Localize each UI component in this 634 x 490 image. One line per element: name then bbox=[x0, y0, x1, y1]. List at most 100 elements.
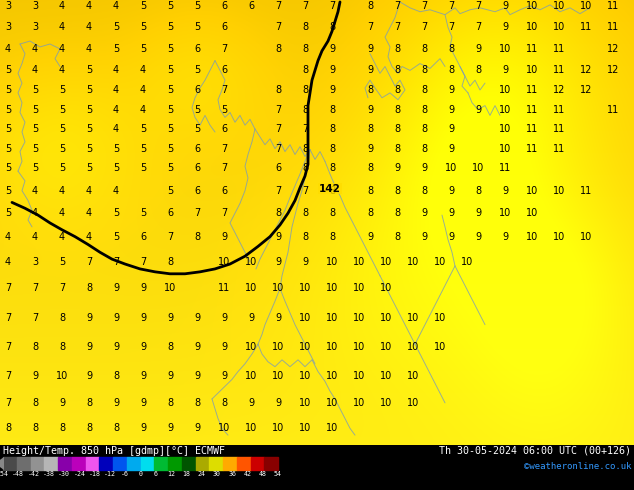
Text: 9: 9 bbox=[221, 371, 227, 382]
Text: 8: 8 bbox=[302, 85, 308, 95]
Text: 7: 7 bbox=[367, 23, 373, 32]
Text: 8: 8 bbox=[86, 423, 92, 433]
Text: 7: 7 bbox=[329, 1, 335, 11]
Text: 11: 11 bbox=[218, 283, 230, 294]
Text: 5: 5 bbox=[167, 23, 173, 32]
Text: 5: 5 bbox=[5, 144, 11, 154]
Text: 11: 11 bbox=[607, 1, 619, 11]
Text: 10: 10 bbox=[445, 163, 457, 173]
Text: 8: 8 bbox=[394, 104, 400, 115]
Text: 9: 9 bbox=[113, 342, 119, 352]
Text: 9: 9 bbox=[140, 342, 146, 352]
Text: 5: 5 bbox=[32, 104, 38, 115]
Bar bbox=[127, 457, 141, 470]
Text: 6: 6 bbox=[154, 471, 158, 477]
Text: 6: 6 bbox=[221, 124, 227, 134]
Text: 6: 6 bbox=[194, 44, 200, 54]
Text: 9: 9 bbox=[367, 144, 373, 154]
Bar bbox=[250, 457, 264, 470]
Text: 5: 5 bbox=[86, 144, 92, 154]
Text: 10: 10 bbox=[218, 257, 230, 267]
Text: 54: 54 bbox=[274, 471, 282, 477]
Text: 7: 7 bbox=[221, 44, 227, 54]
Bar bbox=[209, 457, 223, 470]
Text: 8: 8 bbox=[329, 144, 335, 154]
Text: 5: 5 bbox=[194, 104, 200, 115]
Text: 5: 5 bbox=[194, 1, 200, 11]
Text: 8: 8 bbox=[329, 124, 335, 134]
Text: 9: 9 bbox=[140, 398, 146, 408]
Text: -12: -12 bbox=[104, 471, 116, 477]
Text: 9: 9 bbox=[248, 313, 254, 323]
Text: 5: 5 bbox=[167, 1, 173, 11]
Text: 9: 9 bbox=[329, 85, 335, 95]
Text: 4: 4 bbox=[59, 208, 65, 218]
Text: 7: 7 bbox=[59, 283, 65, 294]
Text: 5: 5 bbox=[194, 23, 200, 32]
Text: 6: 6 bbox=[221, 65, 227, 75]
Text: 10: 10 bbox=[245, 257, 257, 267]
Text: 9: 9 bbox=[367, 232, 373, 242]
Text: 5: 5 bbox=[167, 144, 173, 154]
Text: 10: 10 bbox=[499, 85, 511, 95]
Text: 8: 8 bbox=[394, 232, 400, 242]
Text: 9: 9 bbox=[113, 398, 119, 408]
Text: 9: 9 bbox=[194, 342, 200, 352]
Text: 5: 5 bbox=[167, 186, 173, 196]
Text: 10: 10 bbox=[499, 124, 511, 134]
Bar bbox=[141, 457, 154, 470]
Text: 10: 10 bbox=[407, 342, 419, 352]
Text: 8: 8 bbox=[394, 144, 400, 154]
Text: 5: 5 bbox=[140, 124, 146, 134]
Text: 5: 5 bbox=[86, 124, 92, 134]
Text: 8: 8 bbox=[448, 65, 454, 75]
Text: 8: 8 bbox=[113, 371, 119, 382]
Text: 5: 5 bbox=[59, 144, 65, 154]
Text: 9: 9 bbox=[194, 313, 200, 323]
Text: 8: 8 bbox=[367, 186, 373, 196]
Text: 9: 9 bbox=[448, 104, 454, 115]
Text: 7: 7 bbox=[421, 23, 427, 32]
Text: 9: 9 bbox=[221, 313, 227, 323]
Text: 18: 18 bbox=[183, 471, 190, 477]
Text: 9: 9 bbox=[221, 342, 227, 352]
Text: -54: -54 bbox=[0, 471, 9, 477]
Text: 9: 9 bbox=[502, 232, 508, 242]
Text: 11: 11 bbox=[607, 23, 619, 32]
Text: 6: 6 bbox=[167, 208, 173, 218]
Text: 7: 7 bbox=[32, 313, 38, 323]
Text: 10: 10 bbox=[353, 283, 365, 294]
Text: 10: 10 bbox=[299, 371, 311, 382]
Text: 5: 5 bbox=[167, 104, 173, 115]
Text: 10: 10 bbox=[526, 23, 538, 32]
Text: 8: 8 bbox=[302, 232, 308, 242]
Text: 10: 10 bbox=[580, 232, 592, 242]
Text: 10: 10 bbox=[299, 342, 311, 352]
Text: 8: 8 bbox=[194, 398, 200, 408]
Text: 7: 7 bbox=[275, 1, 281, 11]
Text: 7: 7 bbox=[86, 257, 92, 267]
Text: 8: 8 bbox=[329, 104, 335, 115]
Text: 10: 10 bbox=[380, 283, 392, 294]
Text: 9: 9 bbox=[329, 65, 335, 75]
Text: 10: 10 bbox=[434, 342, 446, 352]
Text: -48: -48 bbox=[12, 471, 24, 477]
Text: 6: 6 bbox=[194, 163, 200, 173]
Text: 10: 10 bbox=[326, 423, 338, 433]
Bar bbox=[113, 457, 127, 470]
Text: 5: 5 bbox=[194, 124, 200, 134]
Text: 7: 7 bbox=[275, 124, 281, 134]
Text: 10: 10 bbox=[326, 342, 338, 352]
Text: 10: 10 bbox=[499, 44, 511, 54]
Text: 10: 10 bbox=[326, 313, 338, 323]
Text: 12: 12 bbox=[167, 471, 175, 477]
Text: 10: 10 bbox=[353, 342, 365, 352]
Text: 9: 9 bbox=[475, 44, 481, 54]
Text: 4: 4 bbox=[59, 1, 65, 11]
Text: 4: 4 bbox=[32, 232, 38, 242]
Text: 5: 5 bbox=[140, 1, 146, 11]
Text: 8: 8 bbox=[394, 124, 400, 134]
Text: 7: 7 bbox=[275, 144, 281, 154]
Text: 5: 5 bbox=[167, 44, 173, 54]
Text: 11: 11 bbox=[580, 186, 592, 196]
